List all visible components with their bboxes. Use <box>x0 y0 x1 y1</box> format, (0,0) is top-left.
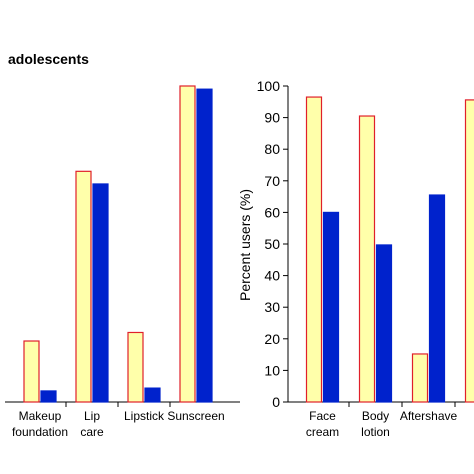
y-tick-label: 10 <box>264 362 280 378</box>
y-tick-label: 30 <box>264 299 280 315</box>
bar <box>144 387 161 403</box>
bar <box>179 85 196 403</box>
y-tick-label: 0 <box>272 394 280 410</box>
bar <box>428 194 446 403</box>
x-tick-label: care <box>80 425 104 439</box>
bar <box>92 183 109 403</box>
bar <box>375 244 393 403</box>
y-tick-label: 100 <box>257 78 281 94</box>
bar <box>196 88 213 403</box>
bar <box>305 96 323 403</box>
x-tick-label: Lipstick <box>124 409 165 423</box>
bar <box>358 115 376 403</box>
y-tick-label: 90 <box>264 110 280 126</box>
bar <box>322 211 340 403</box>
bar <box>411 353 429 403</box>
chart-title: adolescents <box>8 51 89 67</box>
bar <box>127 331 144 403</box>
x-tick-label: Body <box>362 409 389 423</box>
bar <box>40 390 57 403</box>
bar <box>75 170 92 403</box>
y-tick-label: 20 <box>264 331 280 347</box>
x-tick-label: Aftershave <box>400 409 458 423</box>
x-tick-label: cream <box>306 425 339 439</box>
bar <box>464 99 474 403</box>
x-tick-label: foundation <box>12 425 68 439</box>
x-tick-label: Lip <box>84 409 100 423</box>
x-tick-label: Sunscreen <box>167 409 224 423</box>
x-tick-label: Face <box>309 409 336 423</box>
y-tick-label: 80 <box>264 141 280 157</box>
y-tick-label: 70 <box>264 173 280 189</box>
x-tick-label: lotion <box>361 425 390 439</box>
y-tick-label: 40 <box>264 268 280 284</box>
bar <box>23 340 40 403</box>
x-tick-label: Makeup <box>19 409 62 423</box>
y-axis-label: Percent users (%) <box>237 189 253 301</box>
y-tick-label: 60 <box>264 204 280 220</box>
y-tick-label: 50 <box>264 236 280 252</box>
